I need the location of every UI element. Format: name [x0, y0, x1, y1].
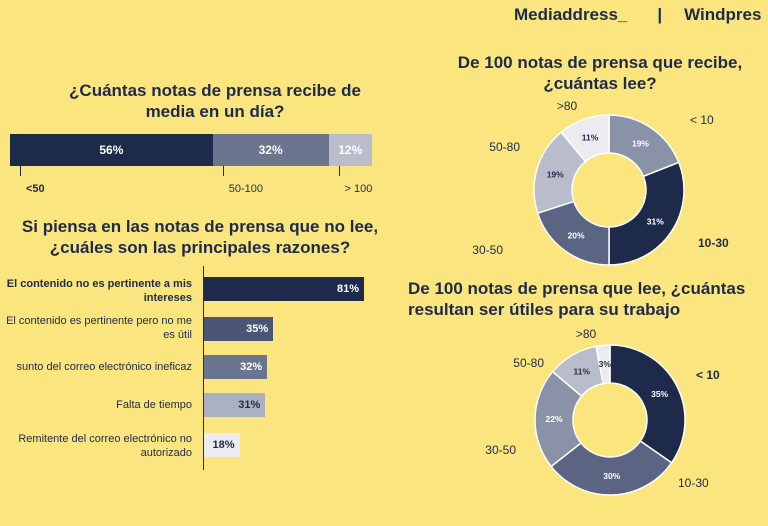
- chart2-bar: 35%: [204, 317, 274, 341]
- brand-windpress: Windpres: [684, 5, 762, 24]
- chart2-bar: 81%: [204, 277, 364, 301]
- donut1-value-label: 31%: [647, 216, 664, 226]
- donut2-category-label: < 10: [696, 368, 720, 382]
- chart2-category-label: El contenido no es pertinente a mis inte…: [6, 278, 192, 304]
- chart1-category-label: 50-100: [228, 183, 263, 195]
- chart2-category-label: Falta de tiempo: [116, 399, 192, 411]
- donut2-category-label: 10-30: [678, 476, 709, 490]
- donut1-value-label: 11%: [582, 132, 599, 142]
- chart1-tick: [338, 166, 340, 176]
- header: Mediaddress_ | Windpres: [514, 5, 761, 25]
- donut2-category-label: 30-50: [485, 443, 516, 457]
- chart2-category-label: sunto del correo electrónico ineficaz: [16, 361, 192, 373]
- chart2-value-label: 35%: [246, 323, 269, 335]
- donut2-slice: [609, 344, 686, 464]
- chart2-category-label: El contenido es pertinente pero no me es…: [6, 315, 192, 341]
- brand-mediaddress: Mediaddress_: [514, 5, 628, 24]
- chart2-value-label: 31%: [238, 399, 261, 411]
- chart1-title: ¿Cuántas notas de prensa recibe de media…: [69, 81, 361, 121]
- chart2-value-label: 81%: [336, 283, 359, 295]
- donut2-value-label: 3%: [599, 359, 612, 369]
- donut2-category-label: 50-80: [513, 356, 544, 370]
- donut2-value-label: 35%: [651, 389, 668, 399]
- donut1-value-label: 19%: [547, 169, 564, 179]
- donut1-category-label: >80: [557, 99, 578, 113]
- donut1-slice: [560, 114, 610, 163]
- chart2-value-label: 18%: [212, 439, 235, 451]
- chart2-axis-line: [203, 266, 204, 470]
- donut1-category-label: 10-30: [698, 236, 729, 250]
- chart1-value-label: 12%: [338, 143, 363, 157]
- chart2-value-label: 32%: [240, 361, 263, 373]
- donut2-slice: [534, 370, 583, 468]
- donut1-value-label: 19%: [632, 139, 649, 149]
- chart1-value-label: 56%: [99, 143, 124, 157]
- donut1-category-label: 30-50: [472, 243, 503, 257]
- chart1-tick: [20, 166, 21, 176]
- donut2-slice: [595, 344, 611, 385]
- chart4-title: De 100 notas de prensa que lee, ¿cuántas…: [408, 279, 746, 319]
- chart2-title: Si piensa en las notas de prensa que no …: [21, 217, 379, 257]
- donut1-value-label: 20%: [568, 230, 585, 240]
- header-separator: |: [657, 5, 663, 24]
- donut2-value-label: 22%: [545, 414, 562, 424]
- chart1-category-label: <50: [26, 183, 45, 195]
- chart1-category-label: > 100: [344, 183, 373, 195]
- donut2-value-label: 11%: [573, 367, 590, 377]
- chart1-value-label: 32%: [258, 143, 283, 157]
- chart2-bar: 32%: [204, 355, 268, 379]
- chart2-bar: 31%: [204, 393, 266, 417]
- donut1-category-label: < 10: [690, 113, 714, 127]
- donut1-slice: [608, 161, 685, 266]
- donut2-slice: [550, 440, 673, 496]
- donut1-category-label: 50-80: [489, 140, 520, 154]
- donut2-value-label: 30%: [603, 471, 620, 481]
- chart1-tick: [222, 166, 224, 176]
- chart3-title: De 100 notas de prensa que recibe, ¿cuán…: [457, 53, 743, 93]
- chart1-bar-segment-2: 12%: [328, 134, 372, 166]
- chart2-category-label: Remitente del correo electrónico no auto…: [18, 433, 192, 459]
- chart1-bar-segment-1: 32%: [212, 134, 329, 166]
- chart2-bar: 18%: [204, 433, 240, 457]
- chart1-bar-segment-0: 56%: [10, 134, 213, 166]
- donut2-category-label: >80: [576, 327, 597, 341]
